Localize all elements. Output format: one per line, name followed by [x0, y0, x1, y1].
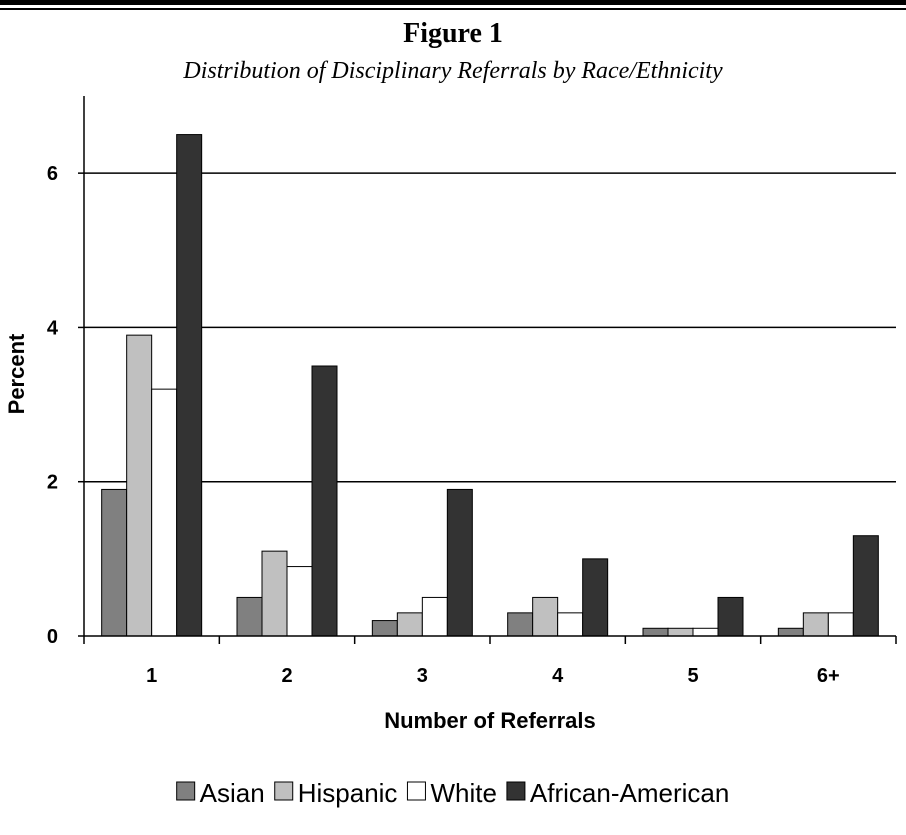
y-tick-labels: 0 2 4 6	[47, 163, 59, 648]
x-tick-label: 4	[552, 665, 564, 687]
bar-white-2	[421, 596, 448, 637]
legend-swatch	[274, 781, 294, 801]
top-rule-thick	[0, 0, 906, 5]
legend-label: Hispanic	[298, 778, 398, 808]
bar-white-1	[286, 566, 313, 637]
top-rule-thin	[0, 8, 906, 10]
x-tick-label: 3	[417, 665, 428, 687]
y-tick-label: 2	[47, 472, 58, 494]
y-tick-label: 4	[47, 317, 59, 339]
bar-white-5	[827, 612, 854, 637]
bar-asian-3	[507, 612, 534, 637]
y-axis-title: Percent	[4, 333, 29, 414]
bar-asian-0	[101, 488, 128, 637]
bars	[101, 134, 879, 637]
x-tick-label: 2	[281, 665, 292, 687]
x-tick-labels: 1 2 3 4 5 6+	[146, 665, 840, 687]
bar-hispanic-1	[261, 550, 288, 637]
axes	[78, 96, 897, 644]
bar-hispanic-5	[802, 612, 829, 637]
figure-subtitle: Distribution of Disciplinary Referrals b…	[183, 58, 723, 84]
legend-swatch	[506, 781, 526, 801]
bar-african-american-3	[582, 558, 609, 637]
y-tick-label: 6	[47, 163, 58, 185]
figure-title: Figure 1	[403, 18, 503, 49]
x-tick-label: 6+	[817, 665, 840, 687]
bar-white-4	[692, 627, 719, 637]
bar-african-american-1	[311, 365, 338, 637]
x-tick-label: 1	[146, 665, 157, 687]
x-tick-label: 5	[687, 665, 698, 687]
bar-hispanic-3	[532, 596, 559, 637]
bar-african-american-0	[176, 134, 203, 637]
bar-african-american-2	[446, 488, 473, 637]
bar-asian-1	[236, 596, 263, 637]
legend-label: White	[430, 778, 496, 808]
bar-hispanic-4	[667, 627, 694, 637]
legend-label: Asian	[200, 778, 265, 808]
bar-hispanic-0	[126, 334, 153, 637]
bar-white-0	[151, 388, 178, 637]
bar-african-american-5	[852, 535, 879, 637]
legend-label: African-American	[530, 778, 729, 808]
bar-asian-5	[777, 627, 804, 637]
legend-swatch	[176, 781, 196, 801]
gridlines	[84, 172, 896, 483]
bar-asian-4	[642, 627, 669, 637]
legend-swatch	[406, 781, 426, 801]
bar-hispanic-2	[396, 612, 423, 637]
bar-asian-2	[371, 620, 398, 637]
x-axis-title: Number of Referrals	[384, 708, 596, 733]
y-tick-label: 0	[47, 626, 58, 648]
bar-white-3	[557, 612, 584, 637]
bar-african-american-4	[717, 596, 744, 637]
legend: Asian Hispanic White African-American	[176, 778, 729, 808]
